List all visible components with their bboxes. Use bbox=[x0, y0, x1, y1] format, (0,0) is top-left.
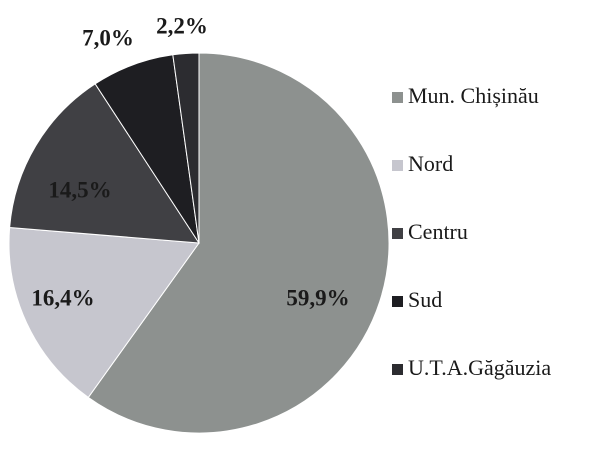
data-label: 59,9% bbox=[286, 285, 349, 310]
legend-swatch bbox=[392, 296, 403, 307]
legend-swatch bbox=[392, 92, 403, 103]
pie-slice bbox=[172, 52, 200, 244]
data-label: 14,5% bbox=[48, 177, 111, 202]
data-label: 7,0% bbox=[82, 25, 134, 50]
pie-slice bbox=[87, 52, 390, 434]
legend-swatch bbox=[392, 160, 403, 171]
legend-label: Sud bbox=[408, 287, 442, 312]
pie-slice bbox=[9, 83, 200, 244]
legend-swatch bbox=[392, 228, 403, 239]
legend-label: Mun. Chișinău bbox=[408, 83, 539, 108]
legend-label: Centru bbox=[408, 219, 468, 244]
data-label: 2,2% bbox=[156, 13, 208, 38]
legend-swatch bbox=[392, 364, 403, 375]
data-label: 16,4% bbox=[31, 285, 94, 310]
legend-label: Nord bbox=[408, 151, 453, 176]
legend-label: U.T.A.Găgăuzia bbox=[408, 355, 551, 380]
pie-slice bbox=[8, 226, 200, 399]
